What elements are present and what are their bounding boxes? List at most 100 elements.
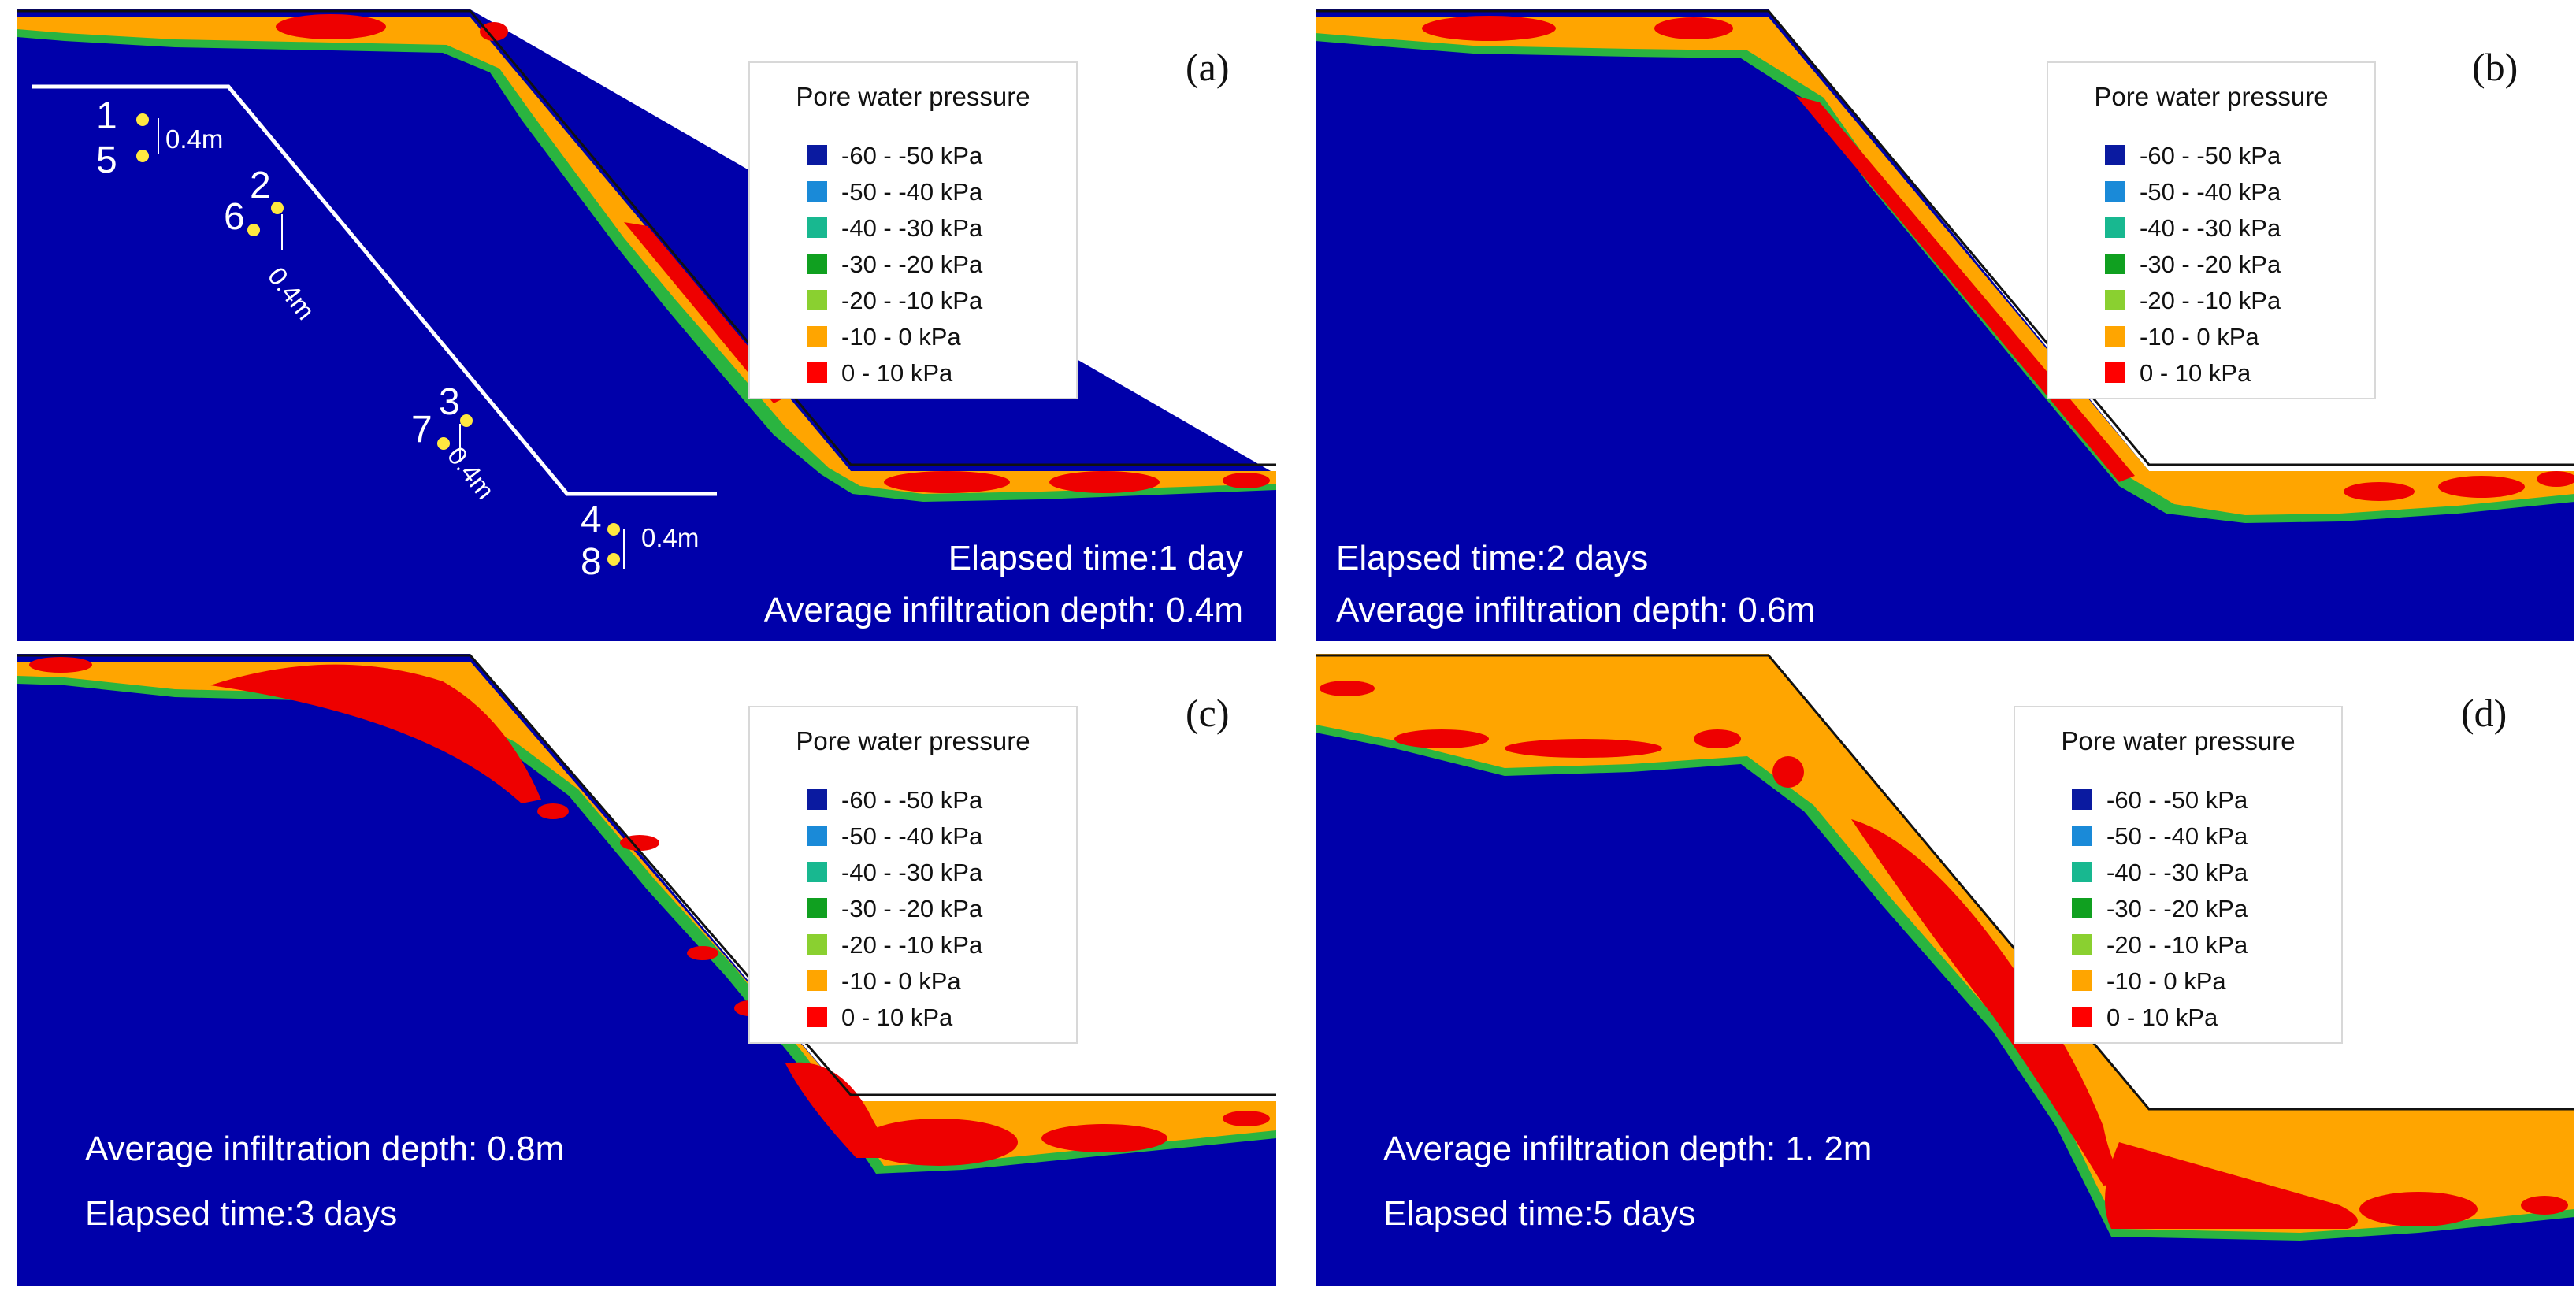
sensor-number: 8 xyxy=(581,541,602,583)
sensor-dot xyxy=(607,553,620,566)
legend-swatch xyxy=(807,934,827,955)
legend: Pore water pressure -60 - -50 kPa -50 - … xyxy=(748,61,1078,399)
legend-item: -10 - 0 kPa xyxy=(807,967,1075,999)
legend-item: -30 - -20 kPa xyxy=(807,895,1075,926)
legend-item: 0 - 10 kPa xyxy=(2072,1004,2340,1035)
legend-swatch xyxy=(807,862,827,882)
legend-swatch xyxy=(807,181,827,202)
elapsed-time-caption: Elapsed time:3 days xyxy=(85,1194,398,1233)
legend-item: -50 - -40 kPa xyxy=(2105,178,2373,210)
legend-label: -60 - -50 kPa xyxy=(841,786,983,814)
legend-item: -40 - -30 kPa xyxy=(2105,214,2373,246)
legend-label: -40 - -30 kPa xyxy=(2140,214,2281,242)
legend-item: -20 - -10 kPa xyxy=(807,287,1075,318)
legend-swatch xyxy=(2072,862,2092,882)
infiltration-depth-caption: Average infiltration depth: 0.6m xyxy=(1336,591,1816,629)
infiltration-depth-caption: Average infiltration depth: 1. 2m xyxy=(1383,1130,1873,1168)
legend-item: -30 - -20 kPa xyxy=(2105,250,2373,282)
panel-label: (a) xyxy=(1186,45,1230,89)
legend-label: 0 - 10 kPa xyxy=(2106,1004,2218,1031)
legend-label: -20 - -10 kPa xyxy=(841,287,983,314)
legend-label: -10 - 0 kPa xyxy=(841,967,961,995)
legend-title: Pore water pressure xyxy=(796,726,1030,755)
legend: Pore water pressure -60 - -50 kPa -50 - … xyxy=(748,706,1078,1044)
legend-item: -20 - -10 kPa xyxy=(807,931,1075,963)
legend-swatch xyxy=(807,254,827,274)
panel-b: (b) Pore water pressure -60 - -50 kPa -5… xyxy=(1316,9,2574,641)
legend-label: -40 - -30 kPa xyxy=(841,214,983,242)
legend-label: -10 - 0 kPa xyxy=(841,323,961,351)
legend-item: -50 - -40 kPa xyxy=(2072,822,2340,854)
panel-label: (d) xyxy=(2461,691,2507,735)
legend-label: -50 - -40 kPa xyxy=(841,822,983,850)
legend-item: -10 - 0 kPa xyxy=(2105,323,2373,354)
sensor-number: 4 xyxy=(581,499,602,541)
spacing-label: 0.4m xyxy=(641,523,700,552)
legend-label: 0 - 10 kPa xyxy=(2140,359,2251,387)
legend-label: -20 - -10 kPa xyxy=(2140,287,2281,314)
spacing-label: 0.4m xyxy=(165,124,224,154)
legend-swatch xyxy=(2105,145,2125,165)
infiltration-depth-caption: Average infiltration depth: 0.4m xyxy=(763,591,1243,629)
sensor-dot xyxy=(136,150,149,162)
legend-label: 0 - 10 kPa xyxy=(841,359,953,387)
legend-swatch xyxy=(2072,898,2092,918)
legend-swatch xyxy=(2105,326,2125,347)
legend-item: -60 - -50 kPa xyxy=(2105,142,2373,173)
sensor-number: 3 xyxy=(439,381,460,423)
legend-swatch xyxy=(807,898,827,918)
legend-swatch xyxy=(2072,789,2092,810)
legend-label: 0 - 10 kPa xyxy=(841,1004,953,1031)
legend-swatch xyxy=(807,362,827,383)
sensor-dot xyxy=(437,437,450,450)
legend-item: -60 - -50 kPa xyxy=(2072,786,2340,818)
legend-label: -40 - -30 kPa xyxy=(2106,859,2248,886)
legend-title: Pore water pressure xyxy=(2094,82,2329,111)
legend-label: -60 - -50 kPa xyxy=(841,142,983,169)
legend-label: -30 - -20 kPa xyxy=(2106,895,2248,922)
legend-label: -50 - -40 kPa xyxy=(2106,822,2248,850)
legend-swatch xyxy=(807,145,827,165)
sensor-dot xyxy=(271,202,284,214)
panel-d-contour xyxy=(1316,654,2574,1286)
legend-item: 0 - 10 kPa xyxy=(2105,359,2373,391)
legend-swatch xyxy=(807,970,827,991)
legend-label: -10 - 0 kPa xyxy=(2140,323,2259,351)
legend-item: -50 - -40 kPa xyxy=(807,822,1075,854)
sensor-number: 2 xyxy=(250,165,271,206)
sensor-number: 5 xyxy=(96,139,117,181)
legend-swatch xyxy=(807,326,827,347)
legend: Pore water pressure -60 - -50 kPa -50 - … xyxy=(2014,706,2343,1044)
legend-item: -40 - -30 kPa xyxy=(2072,859,2340,890)
panel-label: (b) xyxy=(2472,45,2518,89)
legend-swatch xyxy=(2072,1007,2092,1027)
legend-label: -30 - -20 kPa xyxy=(2140,250,2281,278)
panel-a: 1 5 2 6 3 7 4 8 0.4m 0.4m 0.4m 0.4m (a) … xyxy=(17,9,1276,641)
legend-swatch xyxy=(807,1007,827,1027)
elapsed-time-caption: Elapsed time:1 day xyxy=(948,539,1243,577)
sensor-dot xyxy=(607,523,620,536)
legend-label: -40 - -30 kPa xyxy=(841,859,983,886)
panel-c-contour xyxy=(17,654,1276,1286)
sensor-dot xyxy=(460,414,473,427)
legend-label: -20 - -10 kPa xyxy=(841,931,983,959)
legend-swatch xyxy=(2105,181,2125,202)
legend-swatch xyxy=(2105,254,2125,274)
legend-label: -30 - -20 kPa xyxy=(841,250,983,278)
legend-swatch xyxy=(807,217,827,238)
legend-item: -60 - -50 kPa xyxy=(807,142,1075,173)
legend-swatch xyxy=(2105,290,2125,310)
sensor-number: 1 xyxy=(96,95,117,137)
legend-swatch xyxy=(807,290,827,310)
legend-item: -30 - -20 kPa xyxy=(2072,895,2340,926)
legend-item: 0 - 10 kPa xyxy=(807,1004,1075,1035)
legend-label: -60 - -50 kPa xyxy=(2140,142,2281,169)
sensor-dot xyxy=(136,113,149,126)
legend-item: -50 - -40 kPa xyxy=(807,178,1075,210)
legend-item: -20 - -10 kPa xyxy=(2072,931,2340,963)
legend-title: Pore water pressure xyxy=(796,82,1030,111)
legend-label: -10 - 0 kPa xyxy=(2106,967,2226,995)
panel-label: (c) xyxy=(1186,691,1230,735)
legend: Pore water pressure -60 - -50 kPa -50 - … xyxy=(2047,61,2376,399)
legend-item: -40 - -30 kPa xyxy=(807,214,1075,246)
